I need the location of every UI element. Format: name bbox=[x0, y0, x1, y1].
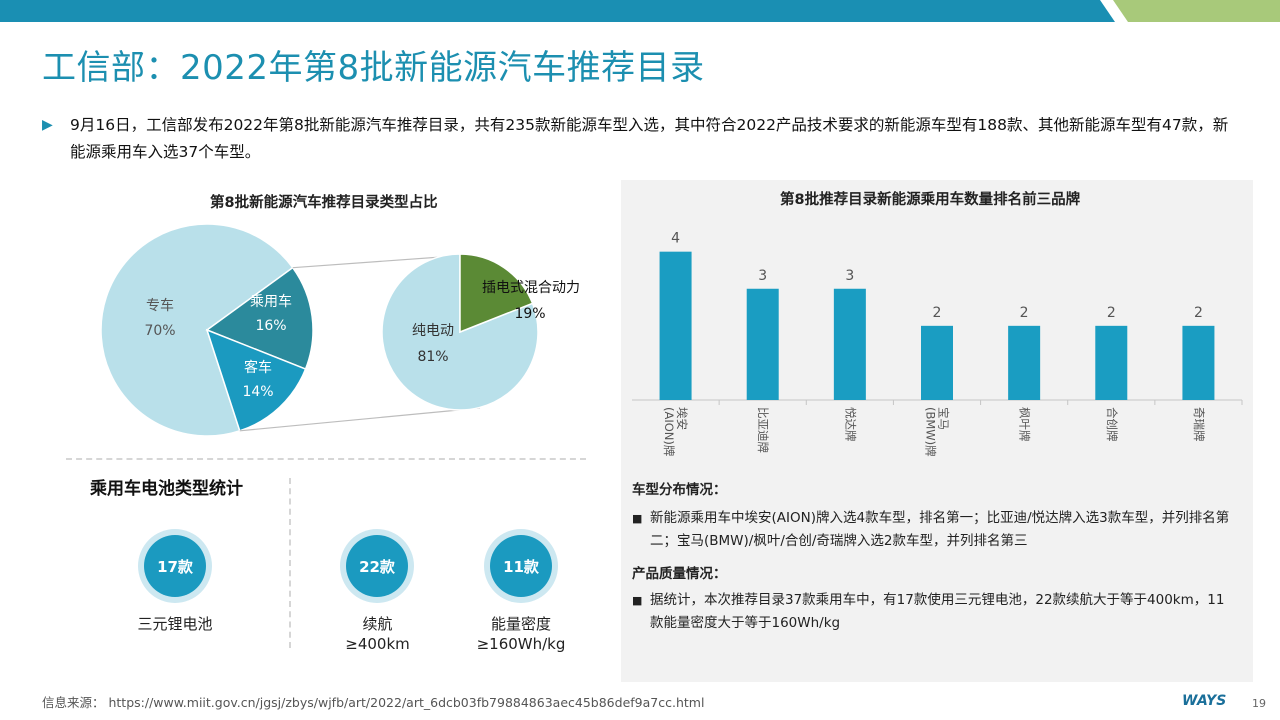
category-label-group: 奇瑞牌 bbox=[1192, 407, 1206, 442]
pie-value-label: 14% bbox=[242, 384, 273, 400]
bar-value-label: 3 bbox=[845, 268, 854, 284]
summary-text: 9月16日，工信部发布2022年第8批新能源汽车推荐目录，共有235款新能源车型… bbox=[70, 116, 1229, 161]
square-bullet-icon: ■ bbox=[632, 594, 643, 607]
pie-chart-title: 第8批新能源汽车推荐目录类型占比 bbox=[210, 195, 438, 211]
battery-section-title: 乘用车电池类型统计 bbox=[90, 479, 243, 499]
category-label-group: 枫叶牌 bbox=[1018, 407, 1032, 442]
triangle-bullet-icon: ▶ bbox=[42, 117, 53, 133]
right-panel bbox=[621, 180, 1253, 682]
bar bbox=[746, 288, 779, 400]
category-label-group: 宝马(BMW)牌 bbox=[924, 407, 951, 457]
range-stat-circle: 22款 bbox=[346, 535, 408, 597]
brand-bar-chart: 4 埃安(AION)牌 3 比亚迪牌 3 悦达牌 2 宝马(BMW)牌 2 枫叶牌 2 合创牌 2 奇瑞牌 bbox=[632, 231, 1243, 457]
quality-heading: 产品质量情况： bbox=[632, 566, 727, 582]
pie-value-label: 70% bbox=[144, 323, 175, 339]
subpie-value-label: 19% bbox=[514, 306, 545, 322]
bar-value-label: 3 bbox=[758, 268, 767, 284]
bar-value-label: 2 bbox=[1107, 305, 1116, 321]
bar-chart-title: 第8批推荐目录新能源乘用车数量排名前三品牌 bbox=[780, 192, 1081, 208]
battery-stat-label: 三元锂电池 bbox=[137, 615, 213, 633]
bar bbox=[921, 325, 953, 400]
category-label: 合创牌 bbox=[1105, 407, 1119, 442]
section-divider-vertical bbox=[289, 478, 291, 648]
square-bullet-icon: ■ bbox=[632, 512, 643, 525]
section-divider bbox=[66, 458, 586, 460]
connector-line bbox=[292, 255, 456, 269]
category-label-group: 悦达牌 bbox=[843, 407, 857, 442]
bar bbox=[1095, 325, 1128, 400]
subpie-slice-phev bbox=[459, 253, 534, 334]
bar-value-label: 2 bbox=[1194, 305, 1203, 321]
category-label: 悦达牌 bbox=[843, 407, 857, 442]
subpie-label: 纯电动 bbox=[412, 323, 454, 339]
top-accent-bar bbox=[0, 0, 1280, 22]
range-stat-label: 续航 ≥400km bbox=[345, 615, 410, 653]
distribution-text: 新能源乘用车中埃安(AION)牌入选4款车型，排名第一；比亚迪/悦达牌入选3款车… bbox=[650, 510, 1230, 549]
category-label-group: 合创牌 bbox=[1105, 407, 1119, 442]
pie-slice-passenger-car bbox=[205, 266, 314, 370]
battery-stat-circle: 17款 bbox=[144, 535, 206, 597]
bar-value-label: 2 bbox=[933, 305, 942, 321]
bar bbox=[833, 288, 866, 400]
bar bbox=[1008, 325, 1041, 400]
category-label: 枫叶牌 bbox=[1018, 407, 1032, 442]
bar-value-label: 2 bbox=[1020, 305, 1029, 321]
category-label: (BMW)牌 bbox=[924, 407, 938, 457]
pie-slice-special-vehicle bbox=[100, 223, 294, 437]
subpie-value-label: 81% bbox=[417, 349, 448, 365]
distribution-item: ■ 新能源乘用车中埃安(AION)牌入选4款车型，排名第一；比亚迪/悦达牌入选3… bbox=[632, 507, 1236, 553]
page-number: 19 bbox=[1252, 697, 1266, 710]
page-title: 工信部：2022年第8批新能源汽车推荐目录 bbox=[42, 48, 705, 88]
distribution-heading: 车型分布情况： bbox=[632, 482, 727, 498]
quality-text: 据统计，本次推荐目录37款乘用车中，有17款使用三元锂电池，22款续航大于等于4… bbox=[650, 592, 1225, 631]
bar-value-label: 4 bbox=[671, 231, 680, 247]
connector-line bbox=[239, 407, 481, 432]
source-text: 信息来源： https://www.miit.gov.cn/jgsj/zbys/… bbox=[42, 695, 705, 710]
pie-label: 乘用车 bbox=[250, 293, 292, 310]
bar bbox=[659, 251, 692, 400]
ways-logo: WAYS bbox=[1182, 693, 1227, 709]
quality-item: ■ 据统计，本次推荐目录37款乘用车中，有17款使用三元锂电池，22款续航大于等… bbox=[632, 589, 1236, 635]
subpie-label: 插电式混合动力 bbox=[482, 280, 580, 296]
summary-bullet: ▶ 9月16日，工信部发布2022年第8批新能源汽车推荐目录，共有235款新能源… bbox=[42, 112, 1242, 166]
category-label: 比亚迪牌 bbox=[756, 407, 770, 453]
category-label-group: 比亚迪牌 bbox=[756, 407, 770, 453]
bar bbox=[1182, 325, 1215, 400]
pie-slice-bus bbox=[205, 328, 307, 432]
category-label: 奇瑞牌 bbox=[1192, 407, 1206, 442]
pie-of-pie-chart: 专车 70% 乘用车 16% 客车 14% 纯电动 81% 插电式混合动力 19% bbox=[100, 223, 580, 437]
density-stat-circle: 11款 bbox=[490, 535, 552, 597]
density-stat-label: 能量密度 ≥160Wh/kg bbox=[476, 615, 566, 653]
category-label: 埃安 bbox=[675, 407, 689, 430]
category-label-group: 埃安(AION)牌 bbox=[662, 407, 689, 456]
pie-label: 专车 bbox=[146, 297, 174, 314]
category-label: (AION)牌 bbox=[662, 407, 676, 456]
subpie-slice-bev bbox=[381, 253, 539, 411]
category-label: 宝马 bbox=[937, 407, 951, 430]
pie-label: 客车 bbox=[244, 359, 272, 376]
pie-value-label: 16% bbox=[255, 318, 286, 334]
